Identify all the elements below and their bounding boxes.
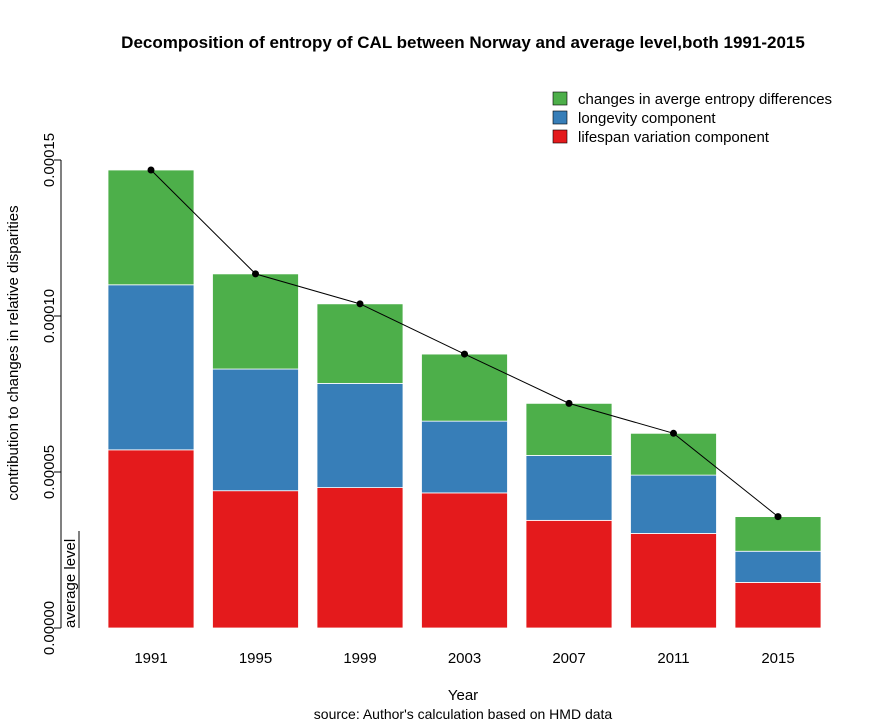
x-tick-label: 2015 xyxy=(761,650,794,667)
bar-segment-lifespan-2003 xyxy=(421,492,508,629)
bar-segment-changes-2011 xyxy=(630,432,717,476)
x-tick-label: 2011 xyxy=(657,650,689,667)
legend-swatch-changes xyxy=(552,91,568,106)
bar-segment-lifespan-2007 xyxy=(525,519,613,629)
bar-segment-longevity-1991 xyxy=(107,284,195,451)
x-tick-label: 1991 xyxy=(134,650,167,667)
bar-segment-lifespan-1991 xyxy=(107,449,195,629)
bar-segment-changes-1999 xyxy=(316,303,404,384)
y-axis-title: contribution to changes in relative disp… xyxy=(5,205,22,500)
bar-segment-changes-1991 xyxy=(107,169,195,286)
average-level-point xyxy=(147,166,155,174)
x-axis-tick-labels: 1991 1995 1999 2003 2007 2011 2015 xyxy=(134,650,794,667)
y-axis: 0.00000 0.00005 0.00010 0.00015 xyxy=(41,133,62,655)
bars xyxy=(107,169,822,629)
x-tick-label: 2007 xyxy=(552,650,585,667)
average-level-point xyxy=(252,270,259,278)
legend-label-changes: changes in averge entropy differences xyxy=(578,91,832,108)
x-tick-label: 1995 xyxy=(239,650,272,667)
average-level-line xyxy=(147,166,782,521)
y-tick-label: 0.00000 xyxy=(41,601,58,655)
bar-segment-longevity-2015 xyxy=(734,550,822,583)
average-level-point xyxy=(774,513,782,521)
chart-title: Decomposition of entropy of CAL between … xyxy=(121,33,805,52)
bar-segment-lifespan-1999 xyxy=(316,487,404,629)
y-tick-label: 0.00010 xyxy=(41,289,58,343)
x-axis-title: Year xyxy=(448,687,478,704)
bar-segment-changes-2015 xyxy=(734,516,822,552)
average-level-point xyxy=(565,399,573,407)
bar-segment-longevity-1995 xyxy=(212,368,299,492)
bar-segment-longevity-1999 xyxy=(316,382,404,488)
average-level-point xyxy=(461,350,468,358)
legend: changes in averge entropy differences lo… xyxy=(552,91,832,146)
average-level-point xyxy=(356,300,364,308)
legend-label-lifespan: lifespan variation component xyxy=(578,129,770,146)
bar-segment-changes-1995 xyxy=(212,273,299,370)
bar-segment-lifespan-1995 xyxy=(212,490,299,629)
bar-segment-longevity-2003 xyxy=(421,420,508,494)
x-tick-label: 1999 xyxy=(343,650,376,667)
bar-segment-longevity-2011 xyxy=(630,474,717,534)
source-note: source: Author's calculation based on HM… xyxy=(314,706,613,722)
x-tick-label: 2003 xyxy=(448,650,481,667)
bar-segment-changes-2003 xyxy=(421,353,508,422)
inner-axis-label: average level xyxy=(62,539,79,628)
legend-swatch-lifespan xyxy=(552,129,568,144)
average-level-point xyxy=(670,429,677,437)
bar-segment-changes-2007 xyxy=(525,402,613,456)
bar-segment-lifespan-2011 xyxy=(630,533,717,629)
bar-segment-longevity-2007 xyxy=(525,455,613,521)
y-tick-label: 0.00005 xyxy=(41,445,58,499)
legend-label-longevity: longevity component xyxy=(578,110,716,127)
y-tick-label: 0.00015 xyxy=(41,133,58,187)
legend-swatch-longevity xyxy=(552,110,568,125)
bar-segment-lifespan-2015 xyxy=(734,582,822,629)
